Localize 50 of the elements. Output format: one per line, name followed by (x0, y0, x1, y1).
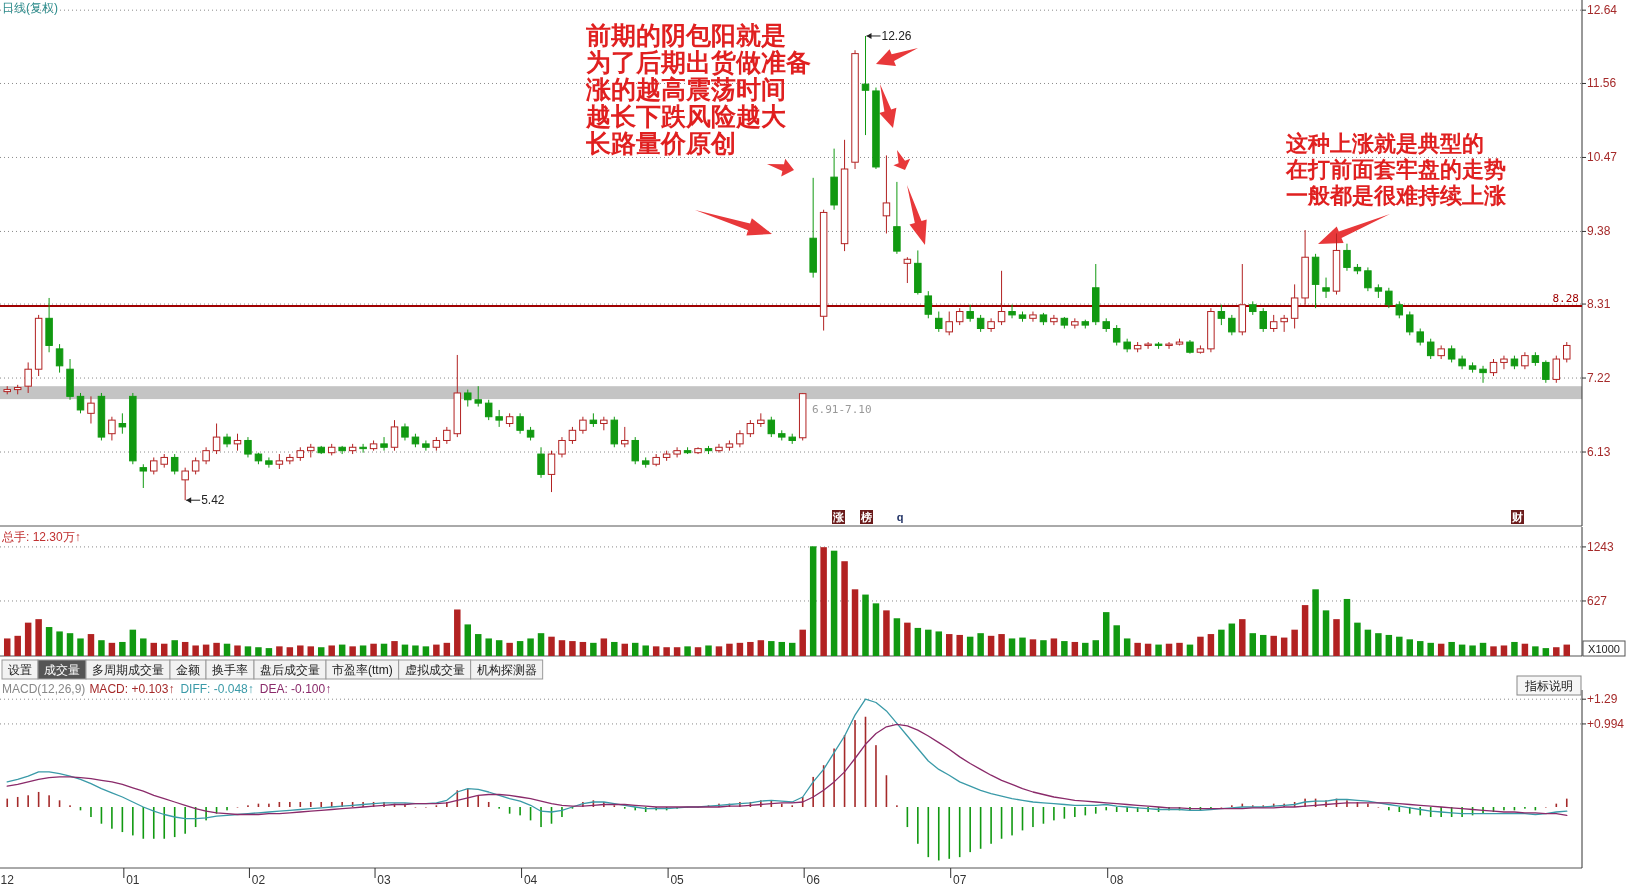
annotation: q (896, 511, 904, 523)
annotation: 12.26 (881, 28, 912, 43)
y-tick-label: 6.13 (1587, 445, 1611, 460)
text: 金额 (176, 663, 200, 677)
annotation: 这种上涨就是典型的 (1286, 130, 1484, 156)
annotation: 长路量价原创 (585, 129, 736, 158)
y-tick-label: 9.38 (1587, 224, 1611, 239)
text: 换手率 (212, 663, 248, 677)
y-tick-label: +0.994 (1587, 716, 1625, 731)
text: 设置 (8, 663, 32, 677)
text: 多周期成交量 (92, 663, 164, 677)
y-tick-label: 7.22 (1587, 371, 1611, 386)
x-tick-label: 03 (377, 873, 392, 885)
text: 机构探测器 (476, 663, 537, 677)
text: 虚拟成交量 (404, 663, 465, 677)
x-tick-label: 04 (523, 873, 538, 885)
annotation: 5.42 (201, 493, 225, 508)
x-tick-label: 12 (0, 873, 15, 885)
text: MACD: +0.103↑ (89, 682, 175, 696)
chart-title: 总手: 12.30万↑ (1, 530, 81, 544)
x-tick-label: 07 (953, 873, 967, 885)
chart-title: MACD(12,26,9) (2, 682, 86, 696)
chart-title: 日线(复权) (2, 1, 58, 15)
y-tick-label: 1243 (1587, 539, 1615, 554)
text: DIFF: -0.048↑ (180, 682, 254, 696)
y-tick-label: 627 (1587, 593, 1608, 608)
annotation: 指标说明 (1524, 679, 1573, 693)
annotation: 为了后期出货做准备 (586, 48, 811, 77)
text: 盘后成交量 (260, 663, 320, 677)
x-tick-label: 02 (251, 873, 266, 885)
x-tick-label: 06 (806, 873, 821, 885)
annotation: 越长下跌风险越大 (585, 102, 787, 131)
annotation: 一般都是很难持续上涨 (1286, 182, 1507, 208)
annotation: 涨的越高震荡时间 (585, 75, 786, 104)
text: X1000 (1588, 643, 1620, 655)
band-label: 6.91-7.10 (812, 403, 872, 417)
y-tick-label: 12.64 (1587, 3, 1618, 18)
y-tick-label: 8.31 (1587, 297, 1611, 312)
text: 市盈率(ttm) (332, 663, 393, 677)
y-tick-label: 10.47 (1587, 150, 1618, 165)
text: DEA: -0.100↑ (259, 682, 332, 696)
y-tick-label: +1.29 (1587, 692, 1618, 707)
annotation: 前期的阴包阳就是 (585, 21, 786, 50)
x-tick-label: 01 (126, 873, 140, 885)
x-tick-label: 05 (670, 873, 685, 885)
annotation: 在打前面套牢盘的走势 (1285, 156, 1506, 182)
text: 成交量 (44, 663, 80, 677)
y-tick-label: 11.56 (1587, 76, 1617, 91)
ref-line-label: 8.28 (1552, 292, 1579, 306)
x-tick-label: 08 (1110, 873, 1124, 885)
